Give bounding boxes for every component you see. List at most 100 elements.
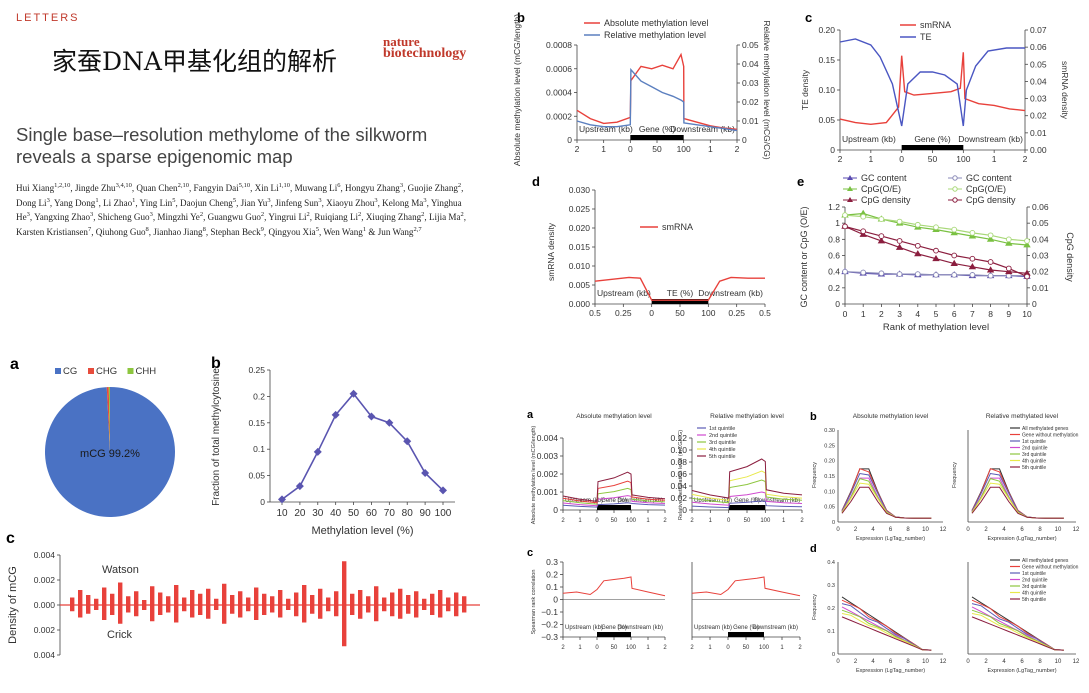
x-tick-label: 0.25: [615, 308, 632, 318]
author: Fangyin Dai5,10: [194, 182, 251, 193]
y-right-tick-label: 0.06: [1030, 42, 1047, 52]
x-tick-label: 3: [897, 309, 902, 319]
x-region-label: Gene (%): [639, 124, 676, 134]
bar-watson: [110, 593, 115, 605]
x-tick-label: 4: [915, 309, 920, 319]
author: Quan Chen2,10: [136, 182, 189, 193]
series-line: [562, 487, 666, 505]
legend-label: 3rd quintile: [1022, 584, 1047, 590]
panel-label: a: [10, 356, 19, 373]
y-tick-label: 0.3: [827, 583, 835, 589]
x-tick-label: 1: [708, 645, 712, 651]
author-name: Muwang Li: [294, 183, 338, 194]
bar-watson: [206, 588, 211, 605]
y-tick-label: 0.2: [827, 606, 835, 612]
author: Hongyu Zhang3: [345, 182, 403, 193]
y-left-tick-label: 0.025: [569, 204, 591, 214]
series-line: [971, 596, 1064, 651]
y-right-tick-label: 0.02: [1032, 267, 1049, 277]
legend-label: Absolute methylation level: [604, 18, 709, 28]
y-axis-title: Density of mCG: [7, 566, 19, 644]
x-tick-label: 0: [899, 154, 904, 164]
y-left-tick-label: 0.004: [34, 650, 56, 660]
x-tick-label: 12: [940, 527, 947, 533]
data-point: [1005, 236, 1012, 243]
author-affiliation: 6: [337, 182, 341, 189]
x-axis-title: Rank of methylation level: [883, 322, 989, 333]
author-affiliation: 1: [132, 196, 136, 204]
author-affiliation: 3: [318, 196, 322, 204]
chart-title: Relative methylated level: [986, 413, 1059, 420]
data-point: [969, 255, 976, 262]
series-line: [281, 392, 444, 501]
bar-watson: [94, 598, 99, 605]
bar-watson: [310, 595, 315, 605]
data-point: [969, 272, 976, 278]
x-tick-label: 50: [611, 645, 618, 651]
legend-label: 5th quintile: [1022, 597, 1046, 603]
author-name: Hui Xiang: [16, 183, 55, 194]
data-point: [1005, 265, 1012, 272]
y-left-tick-label: −0.1: [541, 607, 558, 617]
bar-watson: [398, 588, 403, 605]
x-tick-label: 2: [561, 645, 565, 651]
bar-crick: [318, 605, 323, 619]
data-point: [968, 263, 977, 270]
x-tick-label: 12: [940, 659, 947, 665]
series-line: [691, 479, 803, 504]
x-tick-label: 8: [988, 309, 993, 319]
x-tick-label: 2: [854, 527, 858, 533]
y-left-tick-label: 0.0002: [546, 111, 572, 121]
bar-crick: [358, 605, 363, 619]
series-line: [594, 276, 765, 301]
panel-label: e: [797, 174, 804, 189]
legend-label: smRNA: [920, 20, 951, 30]
panel-label: a: [527, 409, 534, 421]
x-tick-label: 2: [735, 144, 740, 154]
y-left-tick-label: 0.0004: [546, 88, 572, 98]
author: Mingzhi Ye2: [157, 211, 203, 222]
y-left-tick-label: 0.0008: [546, 40, 572, 50]
data-point: [951, 252, 958, 259]
y-left-tick-label: 0.20: [818, 25, 835, 35]
author: Yang Dong1: [54, 197, 99, 208]
y-right-tick-label: 0.03: [1032, 251, 1049, 261]
bar-crick: [206, 605, 211, 619]
y-left-tick-label: 0.010: [569, 261, 591, 271]
x-tick-label: 6: [1020, 659, 1024, 665]
x-tick-label: 2: [984, 659, 988, 665]
annotation-watson: Watson: [102, 564, 139, 576]
author: Jinfeng Sun3: [275, 196, 322, 208]
legend-label: 4th quintile: [709, 447, 736, 453]
chart-mcg-density-strand: c 0.004 0.002 0.000 0.002 0.004 Watson Crick Den…: [6, 530, 480, 660]
x-axis-title: Expression (LgTag_number): [987, 536, 1056, 542]
y-left-tick-label: 0.05: [818, 115, 835, 125]
legend-label: 2nd quintile: [1022, 446, 1048, 452]
data-point: [895, 243, 904, 250]
bar-crick: [278, 605, 283, 618]
author: Xiaoyu Zhou3: [326, 197, 378, 208]
data-point: [878, 233, 885, 239]
data-point: [349, 389, 358, 398]
bar-crick: [270, 605, 275, 613]
bar-crick: [254, 605, 259, 620]
y-left-tick-label: 0.001: [537, 487, 559, 497]
data-point: [842, 223, 848, 230]
bar-watson: [294, 592, 299, 605]
pie-slice: [106, 387, 110, 452]
x-tick-label: 0: [727, 518, 731, 524]
bar-crick: [454, 605, 459, 617]
annotation-crick: Crick: [107, 629, 133, 641]
y-left-tick-label: 0: [260, 497, 265, 507]
y-right-tick-label: 0.01: [1030, 128, 1047, 138]
x-tick-label: 8: [1038, 527, 1042, 533]
y-right-tick-label: 0.01: [1032, 283, 1049, 293]
author-list: Hui Xiang1,2,10, Jingde Zhu3,4,10, Quan …: [16, 182, 467, 237]
x-region-label: Gene (%): [914, 134, 951, 144]
pie-slice: [108, 387, 110, 452]
bar-watson: [374, 586, 379, 605]
y-right-tick-label: 0.03: [742, 78, 759, 88]
legend-swatch: [127, 368, 134, 374]
author-affiliation: 1: [362, 225, 367, 233]
data-point: [1024, 238, 1030, 244]
